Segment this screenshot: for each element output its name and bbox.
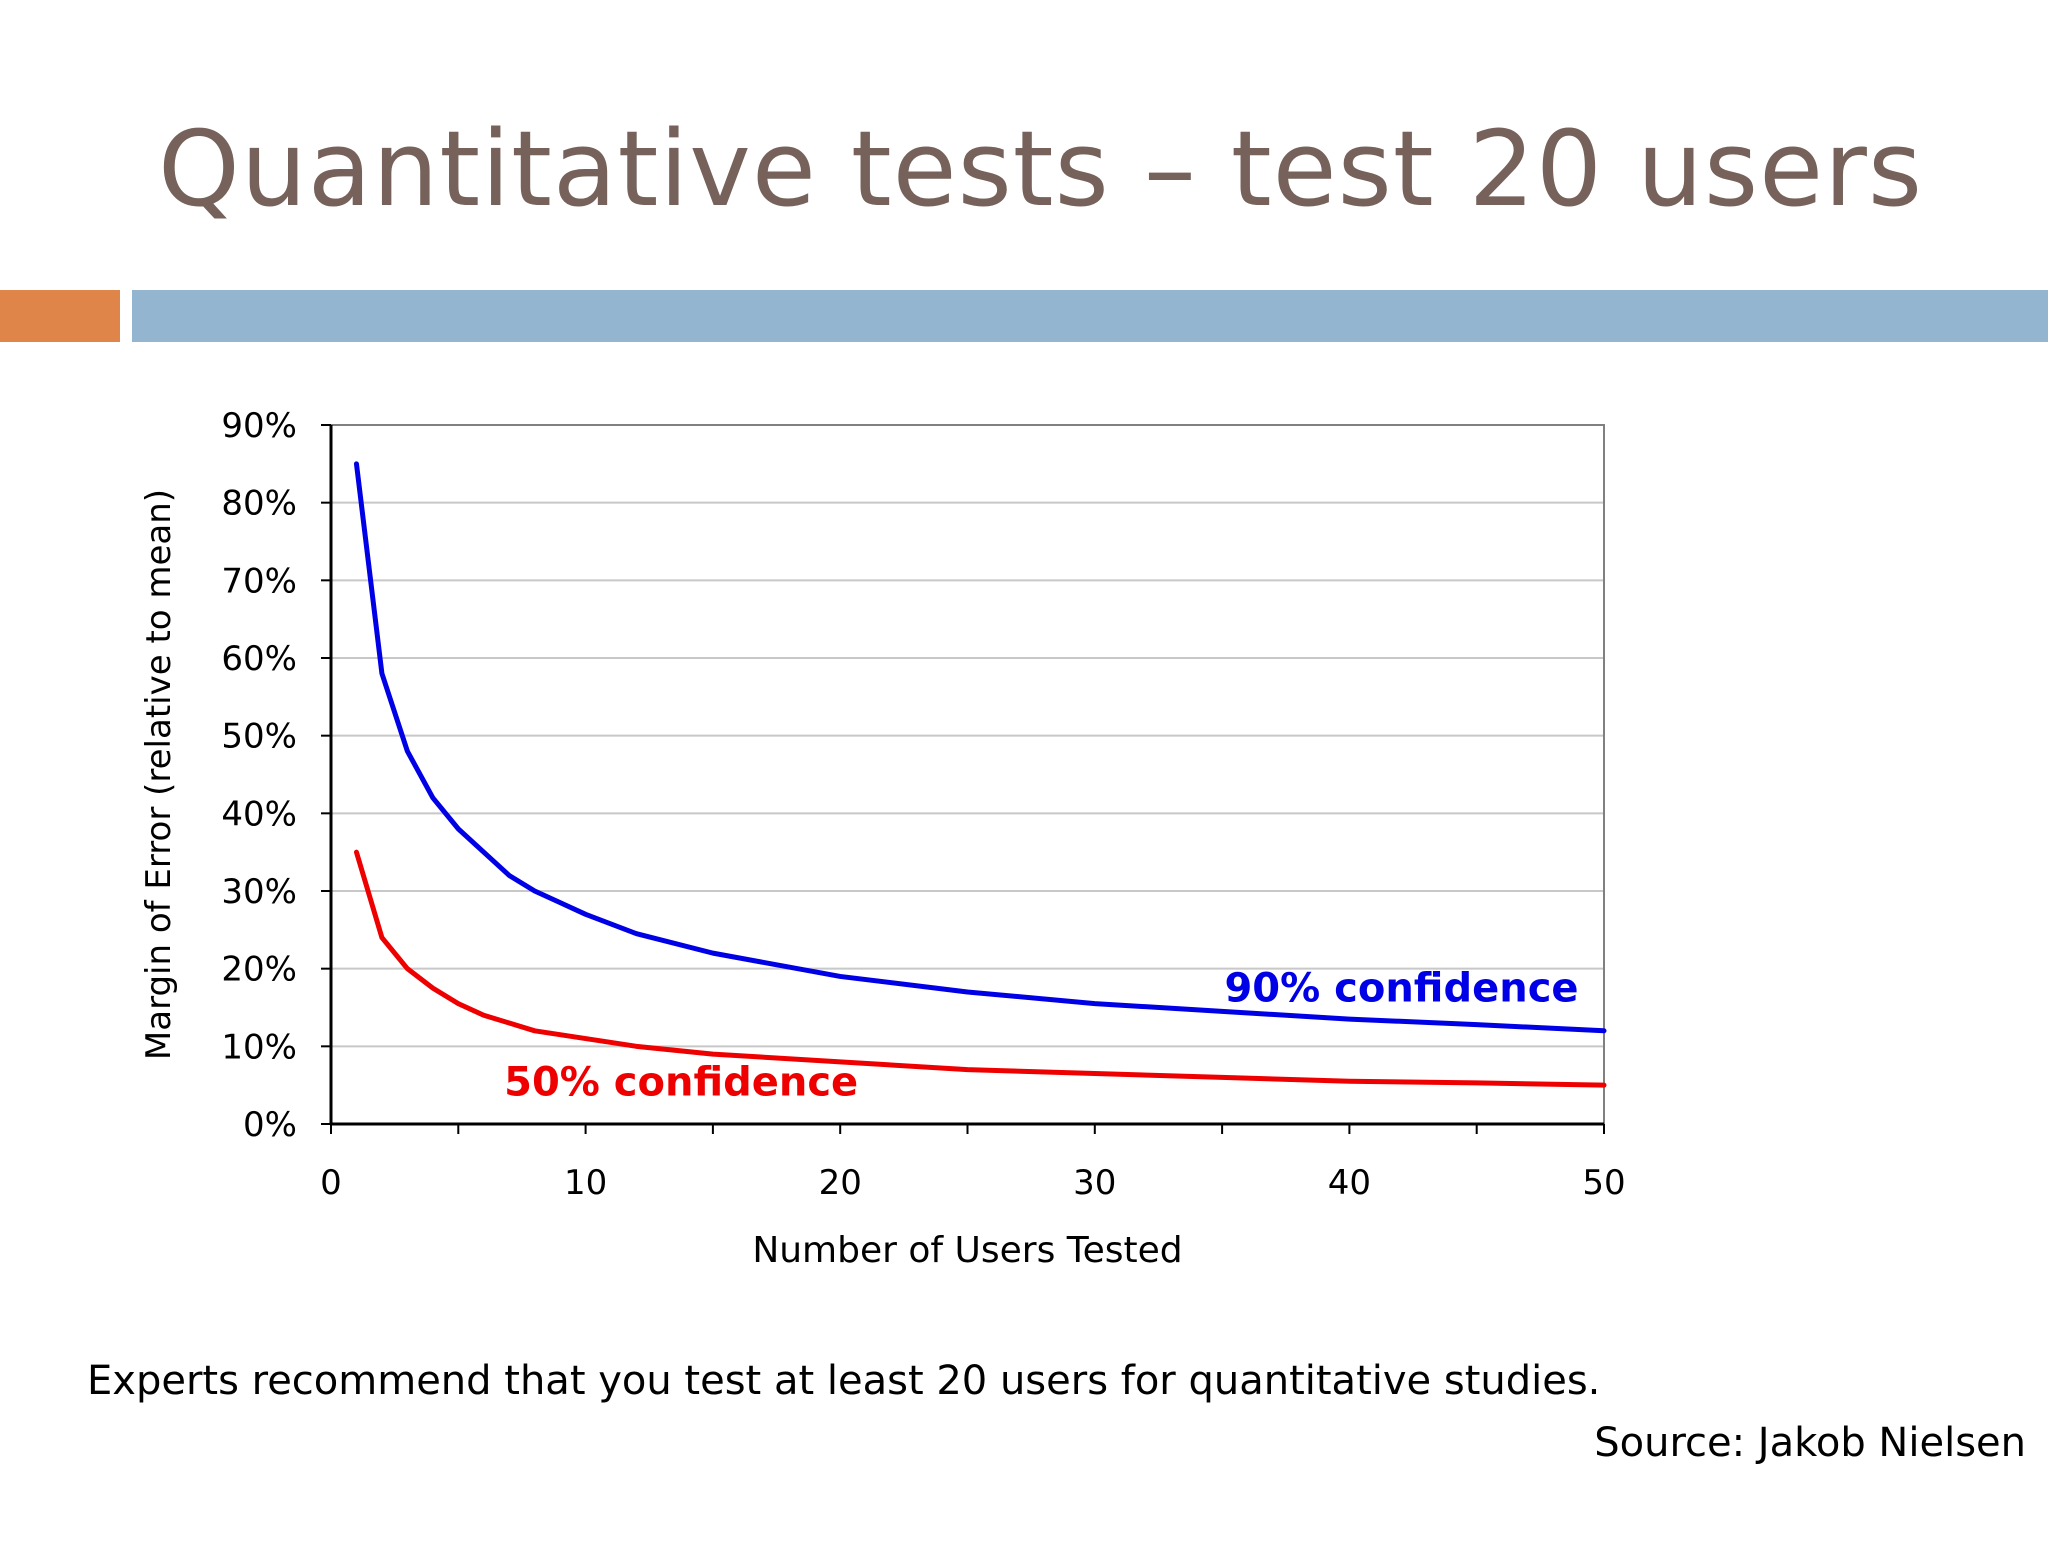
series-label-50-confidence: 50% confidence xyxy=(504,1059,858,1105)
y-axis-label: Margin of Error (relative to mean) xyxy=(139,489,179,1060)
plot-frame xyxy=(330,424,1605,1125)
title-accent-bar xyxy=(0,290,120,342)
x-tick-label: 40 xyxy=(1328,1163,1371,1203)
series-line-50-confidence xyxy=(353,849,1607,1088)
title-divider-bar xyxy=(132,290,2048,342)
x-axis-label: Number of Users Tested xyxy=(752,1230,1182,1271)
y-tick-label: 10% xyxy=(221,1027,297,1067)
y-tick-label: 30% xyxy=(221,872,297,912)
grid-lines xyxy=(331,501,1604,1048)
y-tick-label: 70% xyxy=(221,561,297,601)
x-tick-label: 10 xyxy=(564,1163,607,1203)
x-tick-label: 0 xyxy=(320,1163,342,1203)
caption-text: Experts recommend that you test at least… xyxy=(87,1358,1601,1404)
series-layer xyxy=(353,461,1607,1088)
y-tick-label: 40% xyxy=(221,794,297,834)
y-tick-label: 80% xyxy=(221,484,297,524)
y-tick-label: 60% xyxy=(221,639,297,679)
y-axis-ticks: 0% 10% 20% 30% 40% 50% 60% 70% 80% 90% xyxy=(221,406,331,1145)
x-tick-label: 30 xyxy=(1073,1163,1116,1203)
y-tick-label: 20% xyxy=(221,950,297,990)
source-credit: Source: Jakob Nielsen xyxy=(1594,1420,2026,1466)
margin-of-error-chart: 0% 10% 20% 30% 40% 50% 60% 70% 80% 90% 0 10 20 30 40 5… xyxy=(139,406,1626,1271)
x-axis-ticks: 0 10 20 30 40 50 xyxy=(320,425,1626,1203)
series-line-90-confidence xyxy=(353,461,1607,1034)
x-tick-label: 50 xyxy=(1582,1163,1625,1203)
y-tick-label: 0% xyxy=(243,1105,297,1145)
y-tick-label: 50% xyxy=(221,717,297,757)
y-tick-label: 90% xyxy=(221,406,297,446)
series-label-90-confidence: 90% confidence xyxy=(1224,965,1578,1011)
x-tick-label: 20 xyxy=(819,1163,862,1203)
slide-title: Quantitative tests – test 20 users xyxy=(158,108,1924,230)
